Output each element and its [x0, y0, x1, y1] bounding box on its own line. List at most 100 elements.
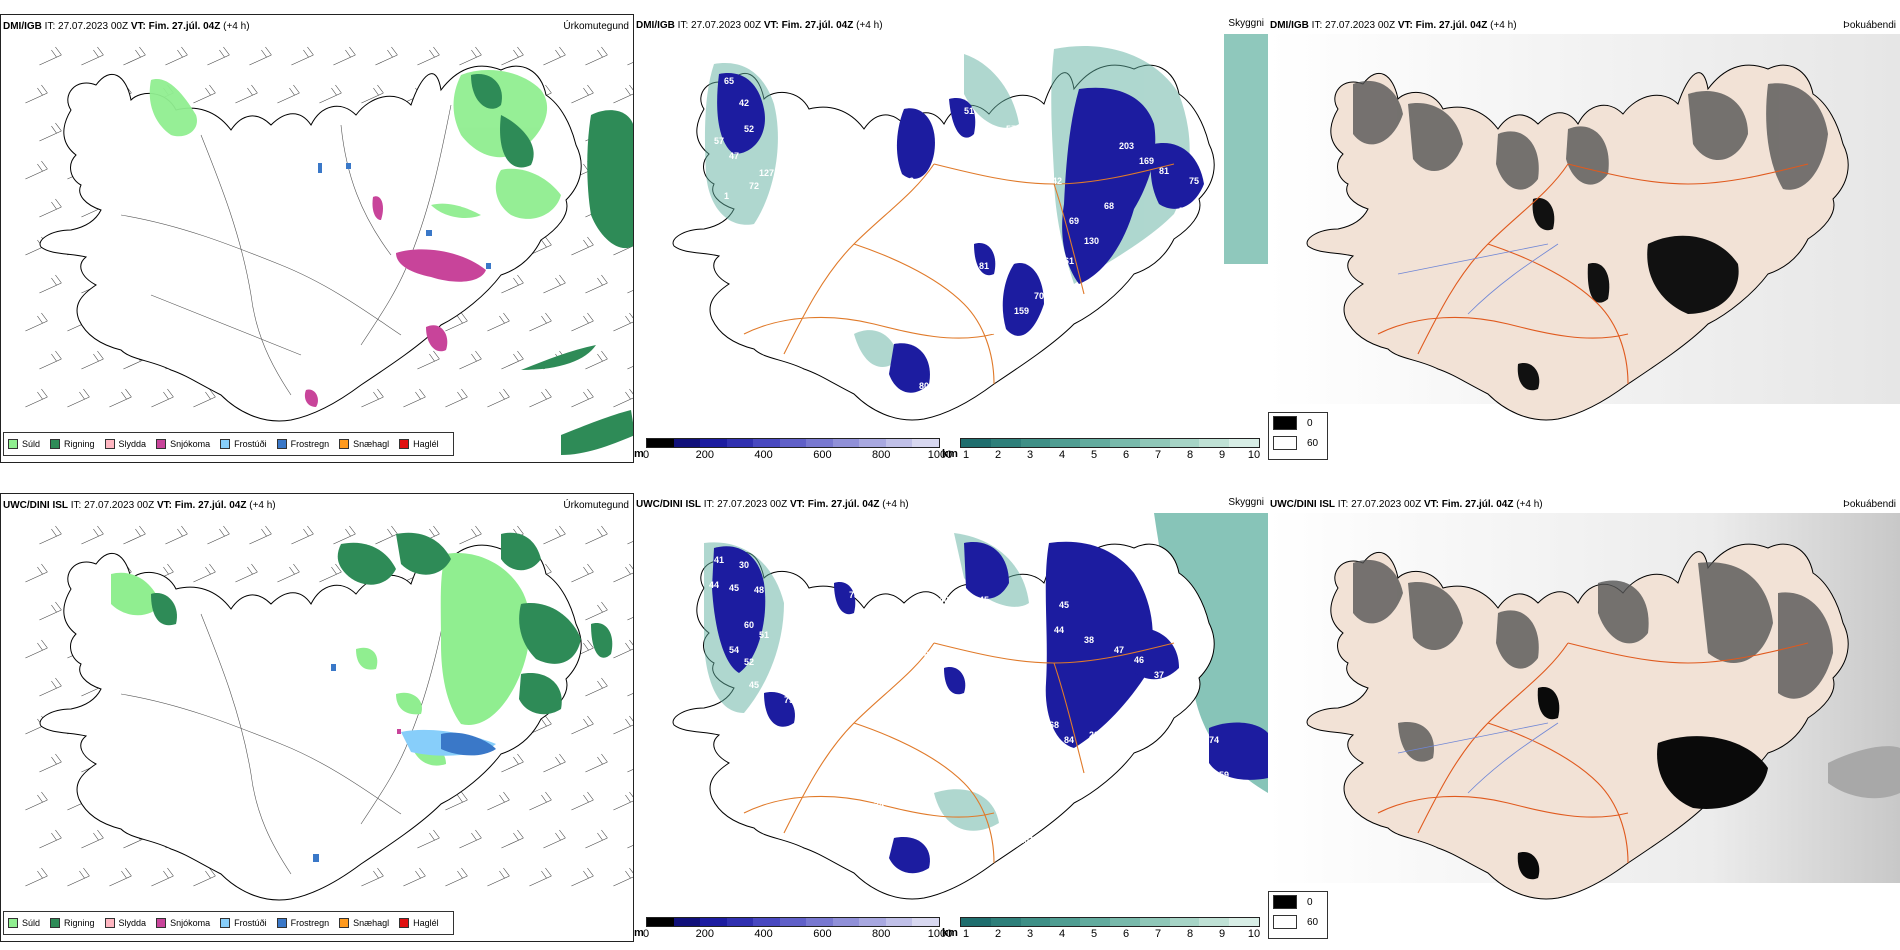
colorbar-tick: 8	[1186, 449, 1194, 461]
wind-barb	[123, 525, 146, 545]
wind-barb	[25, 791, 48, 811]
cloudbase-value-label: 169	[1139, 156, 1154, 166]
cloudbase-value-label: 75	[1189, 176, 1199, 186]
colorbar-segment	[859, 918, 886, 926]
cloudbase-value-label: 40	[939, 595, 949, 605]
legend-item: Rigning	[50, 439, 95, 449]
cloudbase-value-label: 65	[924, 650, 934, 660]
colorbar-segment	[1169, 439, 1200, 447]
wind-barb	[627, 693, 633, 697]
wind-barb	[165, 525, 188, 545]
cloudbase-value-label: 66	[1009, 615, 1019, 625]
wind-barb	[613, 639, 633, 659]
wind-barb	[249, 46, 272, 66]
fog-legend-row: 60	[1269, 433, 1327, 453]
fog-legend-swatch	[1273, 436, 1297, 450]
legend-item: Frostúði	[220, 918, 267, 928]
wind-barb	[627, 617, 633, 621]
colorbar-segment	[700, 918, 727, 926]
wind-barb	[39, 753, 62, 773]
legend-label: Snæhagl	[353, 918, 390, 928]
wind-barb	[445, 867, 468, 887]
colorbar-tick: 2	[994, 928, 1002, 940]
wind-barb	[627, 845, 633, 849]
cloudbase-value-label: 88	[934, 346, 944, 356]
cloudbase-value-label: 42	[1052, 176, 1062, 186]
cloudbase-value-label: 56	[1179, 206, 1189, 216]
wind-barb	[249, 525, 272, 545]
colorbar-segment	[961, 918, 991, 926]
cloudbase-value-label: 203	[1119, 141, 1134, 151]
wind-barb	[487, 867, 510, 887]
cloudbase-panel-dmi: DMI/IGB IT: 27.07.2023 00Z VT: Fim. 27.j…	[634, 14, 1268, 463]
wind-barb	[529, 388, 552, 408]
wind-barb	[277, 563, 300, 583]
colorbar-segment	[806, 439, 833, 447]
colorbar-tick: 6	[1122, 928, 1130, 940]
panel-title: UWC/DINI ISL IT: 27.07.2023 00Z VT: Fim.…	[636, 499, 909, 510]
legend-label: Haglél	[413, 918, 439, 928]
cloudbase-value-label: 54	[729, 645, 739, 655]
cloudbase-value-label: 92	[909, 401, 919, 411]
wind-barb	[25, 388, 48, 408]
cloudbase-value-label: 30	[739, 560, 749, 570]
cloudbase-value-label: 48	[984, 126, 994, 136]
legend-swatch	[50, 439, 61, 449]
legend-swatch	[339, 918, 350, 928]
cloudbase-value-label: 174	[1204, 735, 1219, 745]
legend-swatch	[8, 918, 18, 928]
wind-barb	[81, 525, 104, 545]
wind-barb	[403, 388, 426, 408]
cloudbase-value-label: 51	[759, 630, 769, 640]
panel-title: DMI/IGB IT: 27.07.2023 00Z VT: Fim. 27.j…	[3, 21, 250, 32]
cloudbase-value-label: 61	[959, 590, 969, 600]
colorbar-segment	[832, 918, 860, 926]
wind-barb	[67, 867, 90, 887]
wind-barb	[319, 84, 342, 104]
cloudbase-value-label: 38	[1084, 635, 1094, 645]
legend-label: Frostúði	[234, 439, 267, 449]
cloudbase-value-label: 84	[1064, 735, 1074, 745]
cloudbase-value-label: 51	[964, 106, 974, 116]
wind-barb	[417, 350, 440, 370]
cloudbase-value-label: 45	[729, 583, 739, 593]
fog-legend-row: 0	[1269, 892, 1327, 912]
wind-barb	[627, 769, 633, 773]
colorbar-segment	[832, 439, 860, 447]
colorbar-tick: 1	[962, 928, 970, 940]
cloudbase-value-label: 42	[739, 98, 749, 108]
colorbar-segment	[885, 439, 913, 447]
cloudbase-value-label: 61	[1029, 760, 1039, 770]
colorbar-tick: 8	[1186, 928, 1194, 940]
legend-label: Rigning	[64, 918, 95, 928]
cloudbase-value-label: 99	[1024, 680, 1034, 690]
wind-barb	[291, 525, 314, 545]
legend-label: Snæhagl	[353, 439, 390, 449]
fog-legend-swatch	[1273, 915, 1297, 929]
colorbar-tick: 2	[994, 449, 1002, 461]
colorbar-tick: 0	[642, 928, 650, 940]
wind-barb	[585, 525, 608, 545]
wind-barb	[375, 525, 398, 545]
legend-label: Haglél	[413, 439, 439, 449]
colorbar-segment	[673, 439, 701, 447]
wind-barb	[445, 388, 468, 408]
wind-barb	[445, 791, 468, 811]
legend-label: Frostregn	[290, 439, 330, 449]
wind-barb	[627, 290, 633, 294]
colorbar-segment	[753, 439, 780, 447]
colorbar-segment	[1139, 439, 1170, 447]
cloudbase-value-label: 57	[714, 136, 724, 146]
cloudbase-value-label: 88	[839, 146, 849, 156]
fog-legend-swatch	[1273, 895, 1297, 909]
cloudbase-value-label: 37	[1154, 670, 1164, 680]
colorbar-tick: 800	[872, 449, 891, 461]
wind-barb	[613, 867, 633, 887]
cloudbase-value-label: 41	[714, 555, 724, 565]
legend-label: Snjókoma	[170, 439, 211, 449]
wind-barb	[25, 160, 48, 180]
wind-barb	[543, 274, 566, 294]
cloudbase-value-label: 159	[1014, 306, 1029, 316]
cloudbase-unit: m	[634, 927, 644, 939]
colorbar-segment	[1020, 918, 1051, 926]
